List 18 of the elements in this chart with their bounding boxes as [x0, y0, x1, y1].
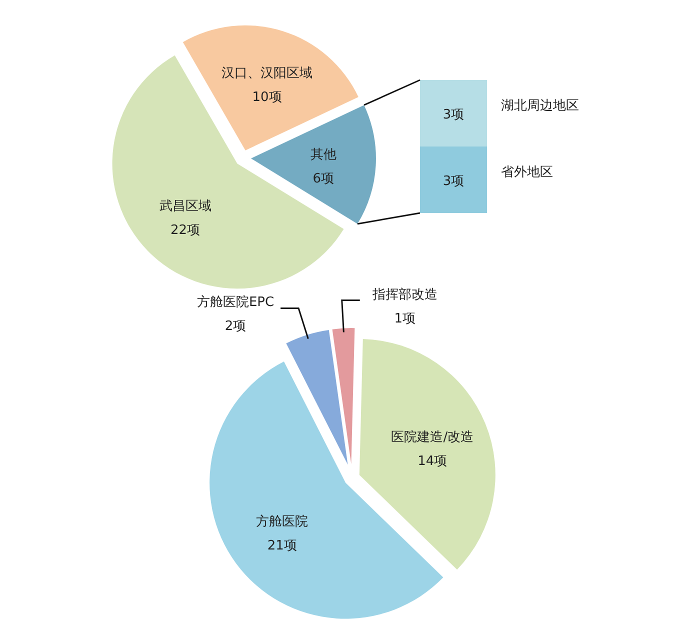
- slice-label: 汉口、汉阳区域: [222, 66, 313, 82]
- data-label: 2项: [224, 319, 246, 334]
- slice-label: 医院建造/改造: [391, 430, 474, 446]
- slice-label: 武昌区域: [159, 199, 212, 214]
- series-label: 湖北周边地区: [501, 98, 579, 114]
- slice-label: 方舱医院EPC: [196, 294, 274, 310]
- data-label: 1项: [394, 311, 416, 326]
- slice-label: 指挥部改造: [371, 287, 438, 302]
- data-label: 3项: [442, 174, 464, 189]
- data-label: 3项: [442, 107, 464, 122]
- series-label: 省外地区: [501, 164, 553, 180]
- data-label: 10项: [252, 90, 282, 106]
- data-label: 14项: [418, 454, 448, 470]
- data-label: 22项: [170, 223, 200, 238]
- slice-label: 方舱医院: [256, 514, 308, 530]
- slice-label: 其他: [310, 147, 336, 162]
- data-label: 21项: [267, 538, 297, 554]
- data-label: 6项: [312, 171, 334, 186]
